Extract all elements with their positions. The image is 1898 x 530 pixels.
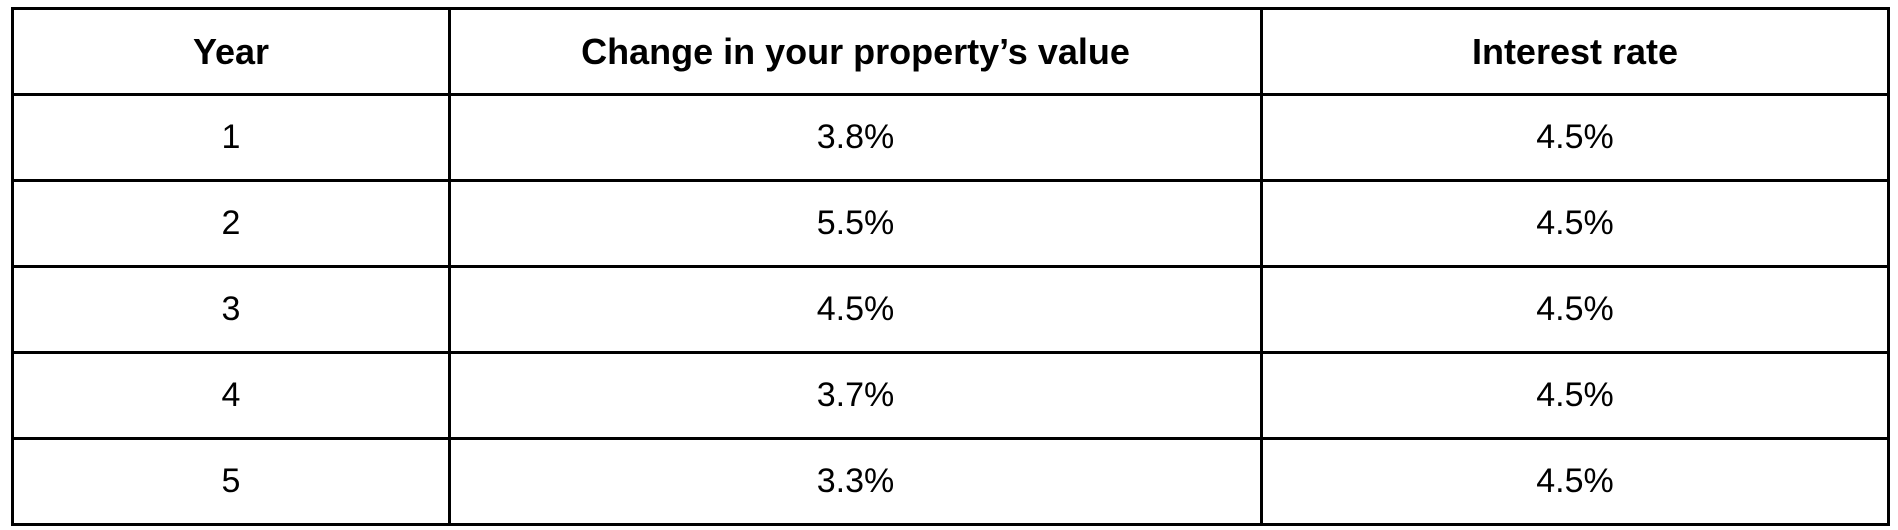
cell-interest-rate: 4.5% [1260, 93, 1890, 182]
cell-interest-rate: 4.5% [1260, 179, 1890, 268]
cell-property-value-change: 3.8% [448, 93, 1263, 182]
cell-interest-rate: 4.5% [1260, 351, 1890, 440]
header-year: Year [11, 7, 451, 96]
cell-property-value-change: 5.5% [448, 179, 1263, 268]
cell-interest-rate: 4.5% [1260, 265, 1890, 354]
cell-property-value-change: 4.5% [448, 265, 1263, 354]
cell-property-value-change: 3.3% [448, 437, 1263, 526]
table-row: 2 5.5% 4.5% [11, 179, 1890, 268]
table-row: 3 4.5% 4.5% [11, 265, 1890, 354]
header-property-value-change: Change in your property’s value [448, 7, 1263, 96]
table-row: 5 3.3% 4.5% [11, 437, 1890, 526]
cell-year: 1 [11, 93, 451, 182]
header-interest-rate: Interest rate [1260, 7, 1890, 96]
cell-property-value-change: 3.7% [448, 351, 1263, 440]
cell-year: 5 [11, 437, 451, 526]
table-row: 4 3.7% 4.5% [11, 351, 1890, 440]
table-header-row: Year Change in your property’s value Int… [11, 7, 1890, 96]
table-row: 1 3.8% 4.5% [11, 93, 1890, 182]
cell-year: 4 [11, 351, 451, 440]
cell-year: 3 [11, 265, 451, 354]
cell-interest-rate: 4.5% [1260, 437, 1890, 526]
property-value-table: Year Change in your property’s value Int… [11, 7, 1890, 526]
cell-year: 2 [11, 179, 451, 268]
